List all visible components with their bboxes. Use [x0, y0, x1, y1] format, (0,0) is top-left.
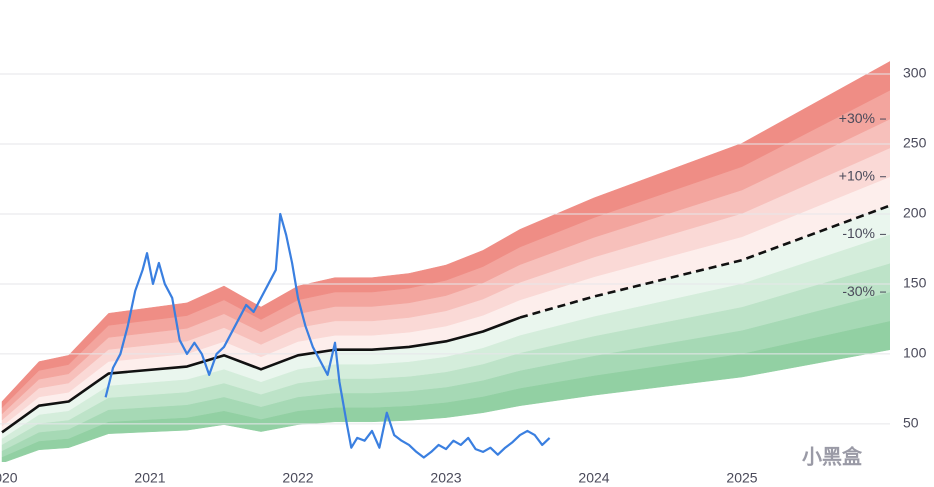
band — [1, 61, 890, 409]
band-label: +10% — [839, 167, 875, 183]
x-tick-label: 2024 — [578, 470, 609, 486]
y-tick-label: 200 — [903, 205, 927, 221]
bands — [1, 61, 890, 462]
band-label: -30% — [842, 283, 875, 299]
y-tick-label: 250 — [903, 135, 927, 151]
fair-value-line — [1, 316, 521, 434]
y-tick-label: 300 — [903, 65, 927, 81]
lines — [1, 204, 890, 459]
price-line — [104, 212, 551, 459]
x-tick-label: 2021 — [134, 470, 165, 486]
y-tick-label: 100 — [903, 345, 927, 361]
grid — [0, 73, 890, 425]
y-tick-label: 50 — [903, 415, 919, 431]
watermark: 小黑盒 — [802, 444, 863, 468]
x-tick-label: 2025 — [726, 470, 757, 486]
x-tick-label: 2022 — [282, 470, 313, 486]
band-label: -10% — [842, 225, 875, 241]
band-label: +30% — [839, 110, 875, 126]
x-tick-label: 2023 — [430, 470, 461, 486]
y-tick-label: 150 — [903, 275, 927, 291]
